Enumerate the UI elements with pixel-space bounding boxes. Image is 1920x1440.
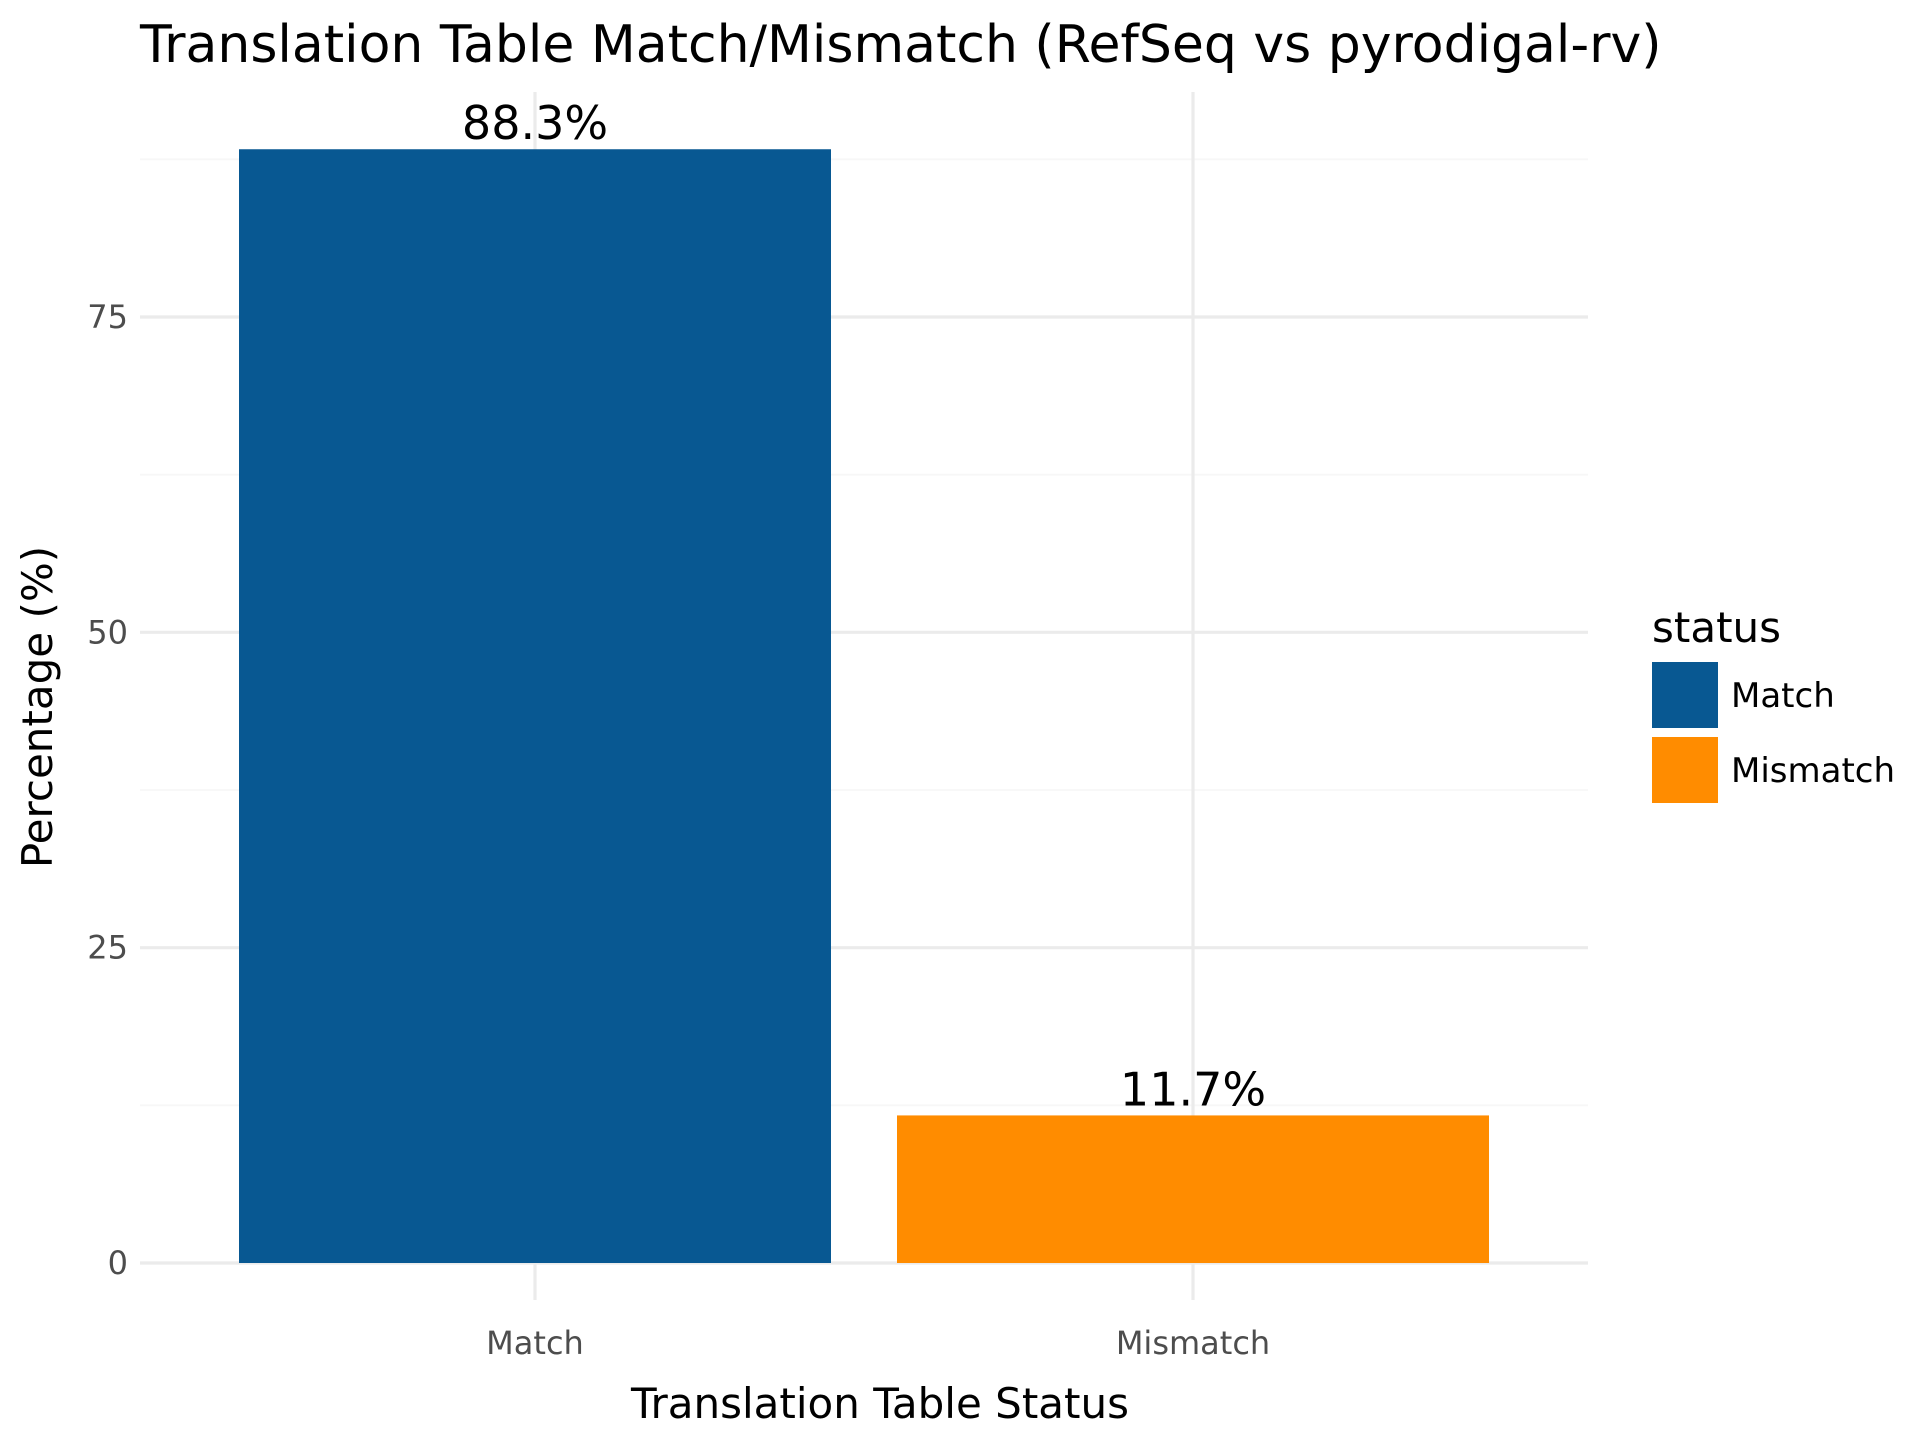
- legend-label-match: Match: [1731, 676, 1835, 716]
- chart-title: Translation Table Match/Mismatch (RefSeq…: [139, 15, 1662, 75]
- data-labels: 88.3% 11.7%: [462, 96, 1266, 1116]
- x-axis-title: Translation Table Status: [630, 1379, 1129, 1428]
- y-tick-label: 75: [87, 298, 128, 336]
- bar-mismatch: [897, 1115, 1489, 1263]
- legend-label-mismatch: Mismatch: [1731, 751, 1895, 791]
- bars: [239, 149, 1489, 1263]
- y-tick-label: 25: [87, 929, 128, 967]
- y-axis-title: Percentage (%): [13, 546, 62, 868]
- y-tick-label: 0: [108, 1244, 128, 1282]
- x-tick-label: Mismatch: [1116, 1324, 1270, 1362]
- bar-match: [239, 149, 831, 1263]
- legend-title: status: [1652, 603, 1781, 652]
- data-label-match: 88.3%: [462, 96, 608, 150]
- legend: status Match Mismatch: [1652, 603, 1895, 803]
- x-tick-label: Match: [486, 1324, 584, 1362]
- legend-swatch-match: [1652, 662, 1718, 728]
- legend-swatch-mismatch: [1652, 737, 1718, 803]
- tick-labels: 0 25 50 75 Match Mismatch: [87, 298, 1270, 1362]
- legend-items: Match Mismatch: [1652, 662, 1895, 803]
- data-label-mismatch: 11.7%: [1120, 1062, 1266, 1116]
- y-tick-label: 50: [87, 613, 128, 651]
